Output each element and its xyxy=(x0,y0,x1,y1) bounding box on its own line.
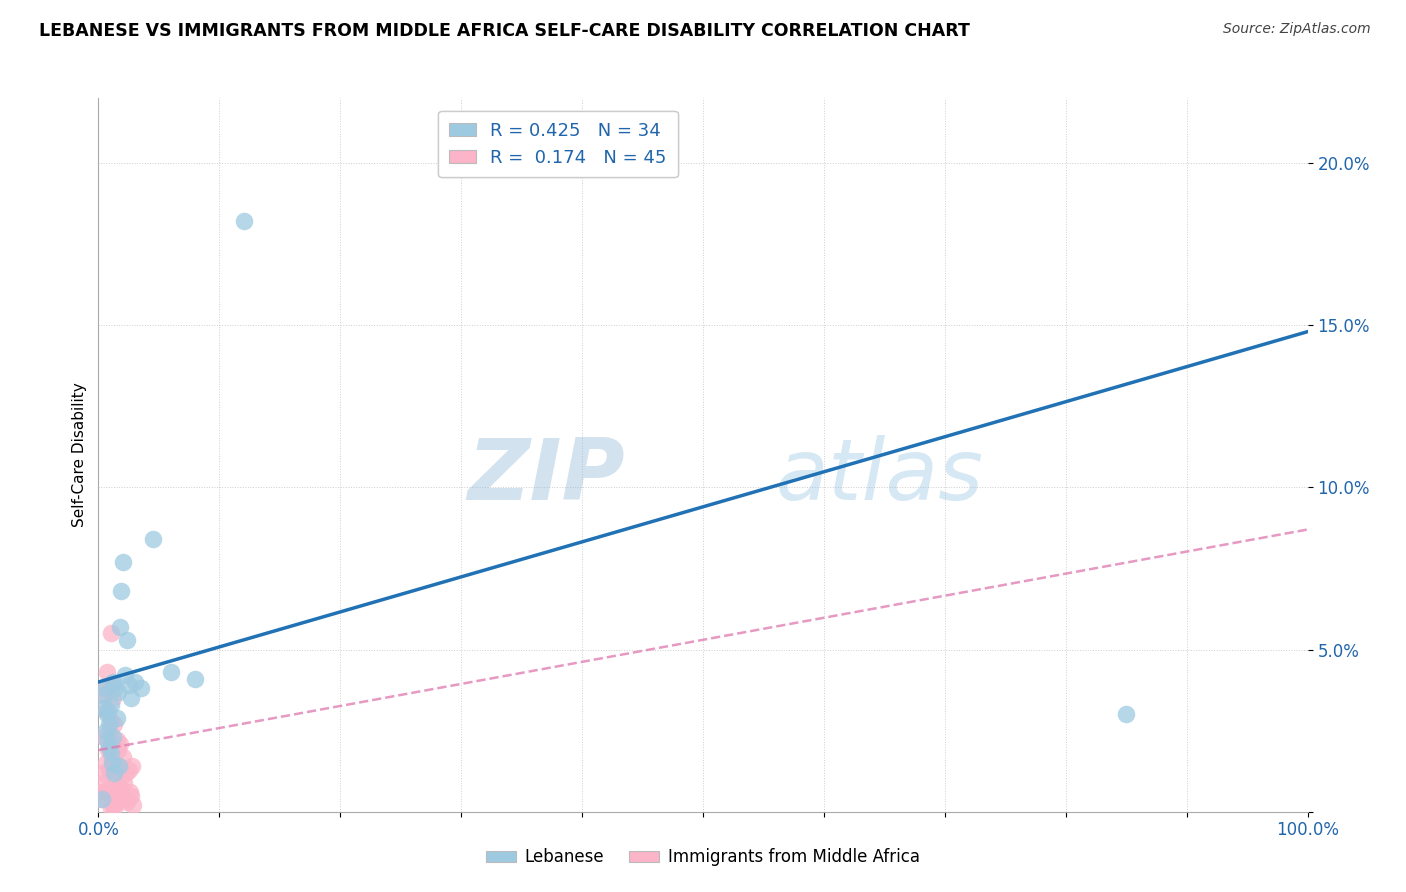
Point xyxy=(94,681,117,696)
Point xyxy=(96,733,118,747)
Point xyxy=(118,763,141,777)
Point xyxy=(108,779,131,793)
Point xyxy=(97,782,120,797)
Point xyxy=(100,756,122,770)
Point xyxy=(114,791,136,805)
Point xyxy=(97,743,120,757)
Point xyxy=(93,701,115,715)
Point xyxy=(101,798,124,813)
Point xyxy=(115,765,138,780)
Point xyxy=(142,533,165,547)
Point xyxy=(117,795,139,809)
Point xyxy=(108,737,131,751)
Point xyxy=(93,730,115,744)
Point xyxy=(105,711,128,725)
Point xyxy=(91,775,114,789)
Point xyxy=(98,717,121,731)
Point xyxy=(100,698,122,712)
Point xyxy=(98,723,121,738)
Point xyxy=(96,665,118,680)
Point xyxy=(93,681,115,696)
Point xyxy=(100,801,122,815)
Point xyxy=(129,681,152,696)
Point xyxy=(104,681,127,696)
Point xyxy=(96,785,118,799)
Legend: R = 0.425   N = 34, R =  0.174   N = 45: R = 0.425 N = 34, R = 0.174 N = 45 xyxy=(439,111,678,178)
Point xyxy=(107,684,129,698)
Point xyxy=(124,675,146,690)
Text: LEBANESE VS IMMIGRANTS FROM MIDDLE AFRICA SELF-CARE DISABILITY CORRELATION CHART: LEBANESE VS IMMIGRANTS FROM MIDDLE AFRIC… xyxy=(39,22,970,40)
Point xyxy=(94,704,117,718)
Point xyxy=(111,749,134,764)
Point xyxy=(103,769,125,783)
Point xyxy=(103,717,125,731)
Point xyxy=(96,707,118,722)
Point xyxy=(120,691,142,706)
Point xyxy=(98,739,121,754)
Point xyxy=(108,759,131,773)
Point xyxy=(91,785,114,799)
Text: Source: ZipAtlas.com: Source: ZipAtlas.com xyxy=(1223,22,1371,37)
Y-axis label: Self-Care Disability: Self-Care Disability xyxy=(72,383,87,527)
Point xyxy=(121,759,143,773)
Point xyxy=(101,798,124,813)
Point xyxy=(101,675,124,690)
Point xyxy=(91,688,114,702)
Point xyxy=(112,775,135,789)
Point xyxy=(1115,707,1137,722)
Point xyxy=(110,584,132,599)
Point xyxy=(90,791,112,805)
Point xyxy=(91,765,114,780)
Point xyxy=(94,756,117,770)
Point xyxy=(94,723,117,738)
Point xyxy=(107,743,129,757)
Point xyxy=(98,763,121,777)
Point xyxy=(93,688,115,702)
Point xyxy=(118,678,141,692)
Legend: Lebanese, Immigrants from Middle Africa: Lebanese, Immigrants from Middle Africa xyxy=(479,842,927,873)
Point xyxy=(114,668,136,682)
Point xyxy=(97,704,120,718)
Point xyxy=(100,753,122,767)
Point xyxy=(107,759,129,773)
Point xyxy=(104,795,127,809)
Point xyxy=(117,632,139,647)
Point xyxy=(101,730,124,744)
Point xyxy=(122,798,145,813)
Point xyxy=(111,555,134,569)
Point xyxy=(108,620,131,634)
Point xyxy=(110,782,132,797)
Point xyxy=(100,747,122,761)
Point xyxy=(105,789,128,803)
Point xyxy=(232,214,254,228)
Point xyxy=(120,789,142,803)
Point xyxy=(105,795,128,809)
Point xyxy=(100,626,122,640)
Point xyxy=(103,801,125,815)
Point xyxy=(118,785,141,799)
Point xyxy=(100,714,122,728)
Text: atlas: atlas xyxy=(776,434,984,518)
Point xyxy=(101,691,124,706)
Text: ZIP: ZIP xyxy=(467,434,624,518)
Point xyxy=(160,665,183,680)
Point xyxy=(103,765,125,780)
Point xyxy=(91,791,114,805)
Point xyxy=(100,678,122,692)
Point xyxy=(105,733,128,747)
Point xyxy=(184,672,207,686)
